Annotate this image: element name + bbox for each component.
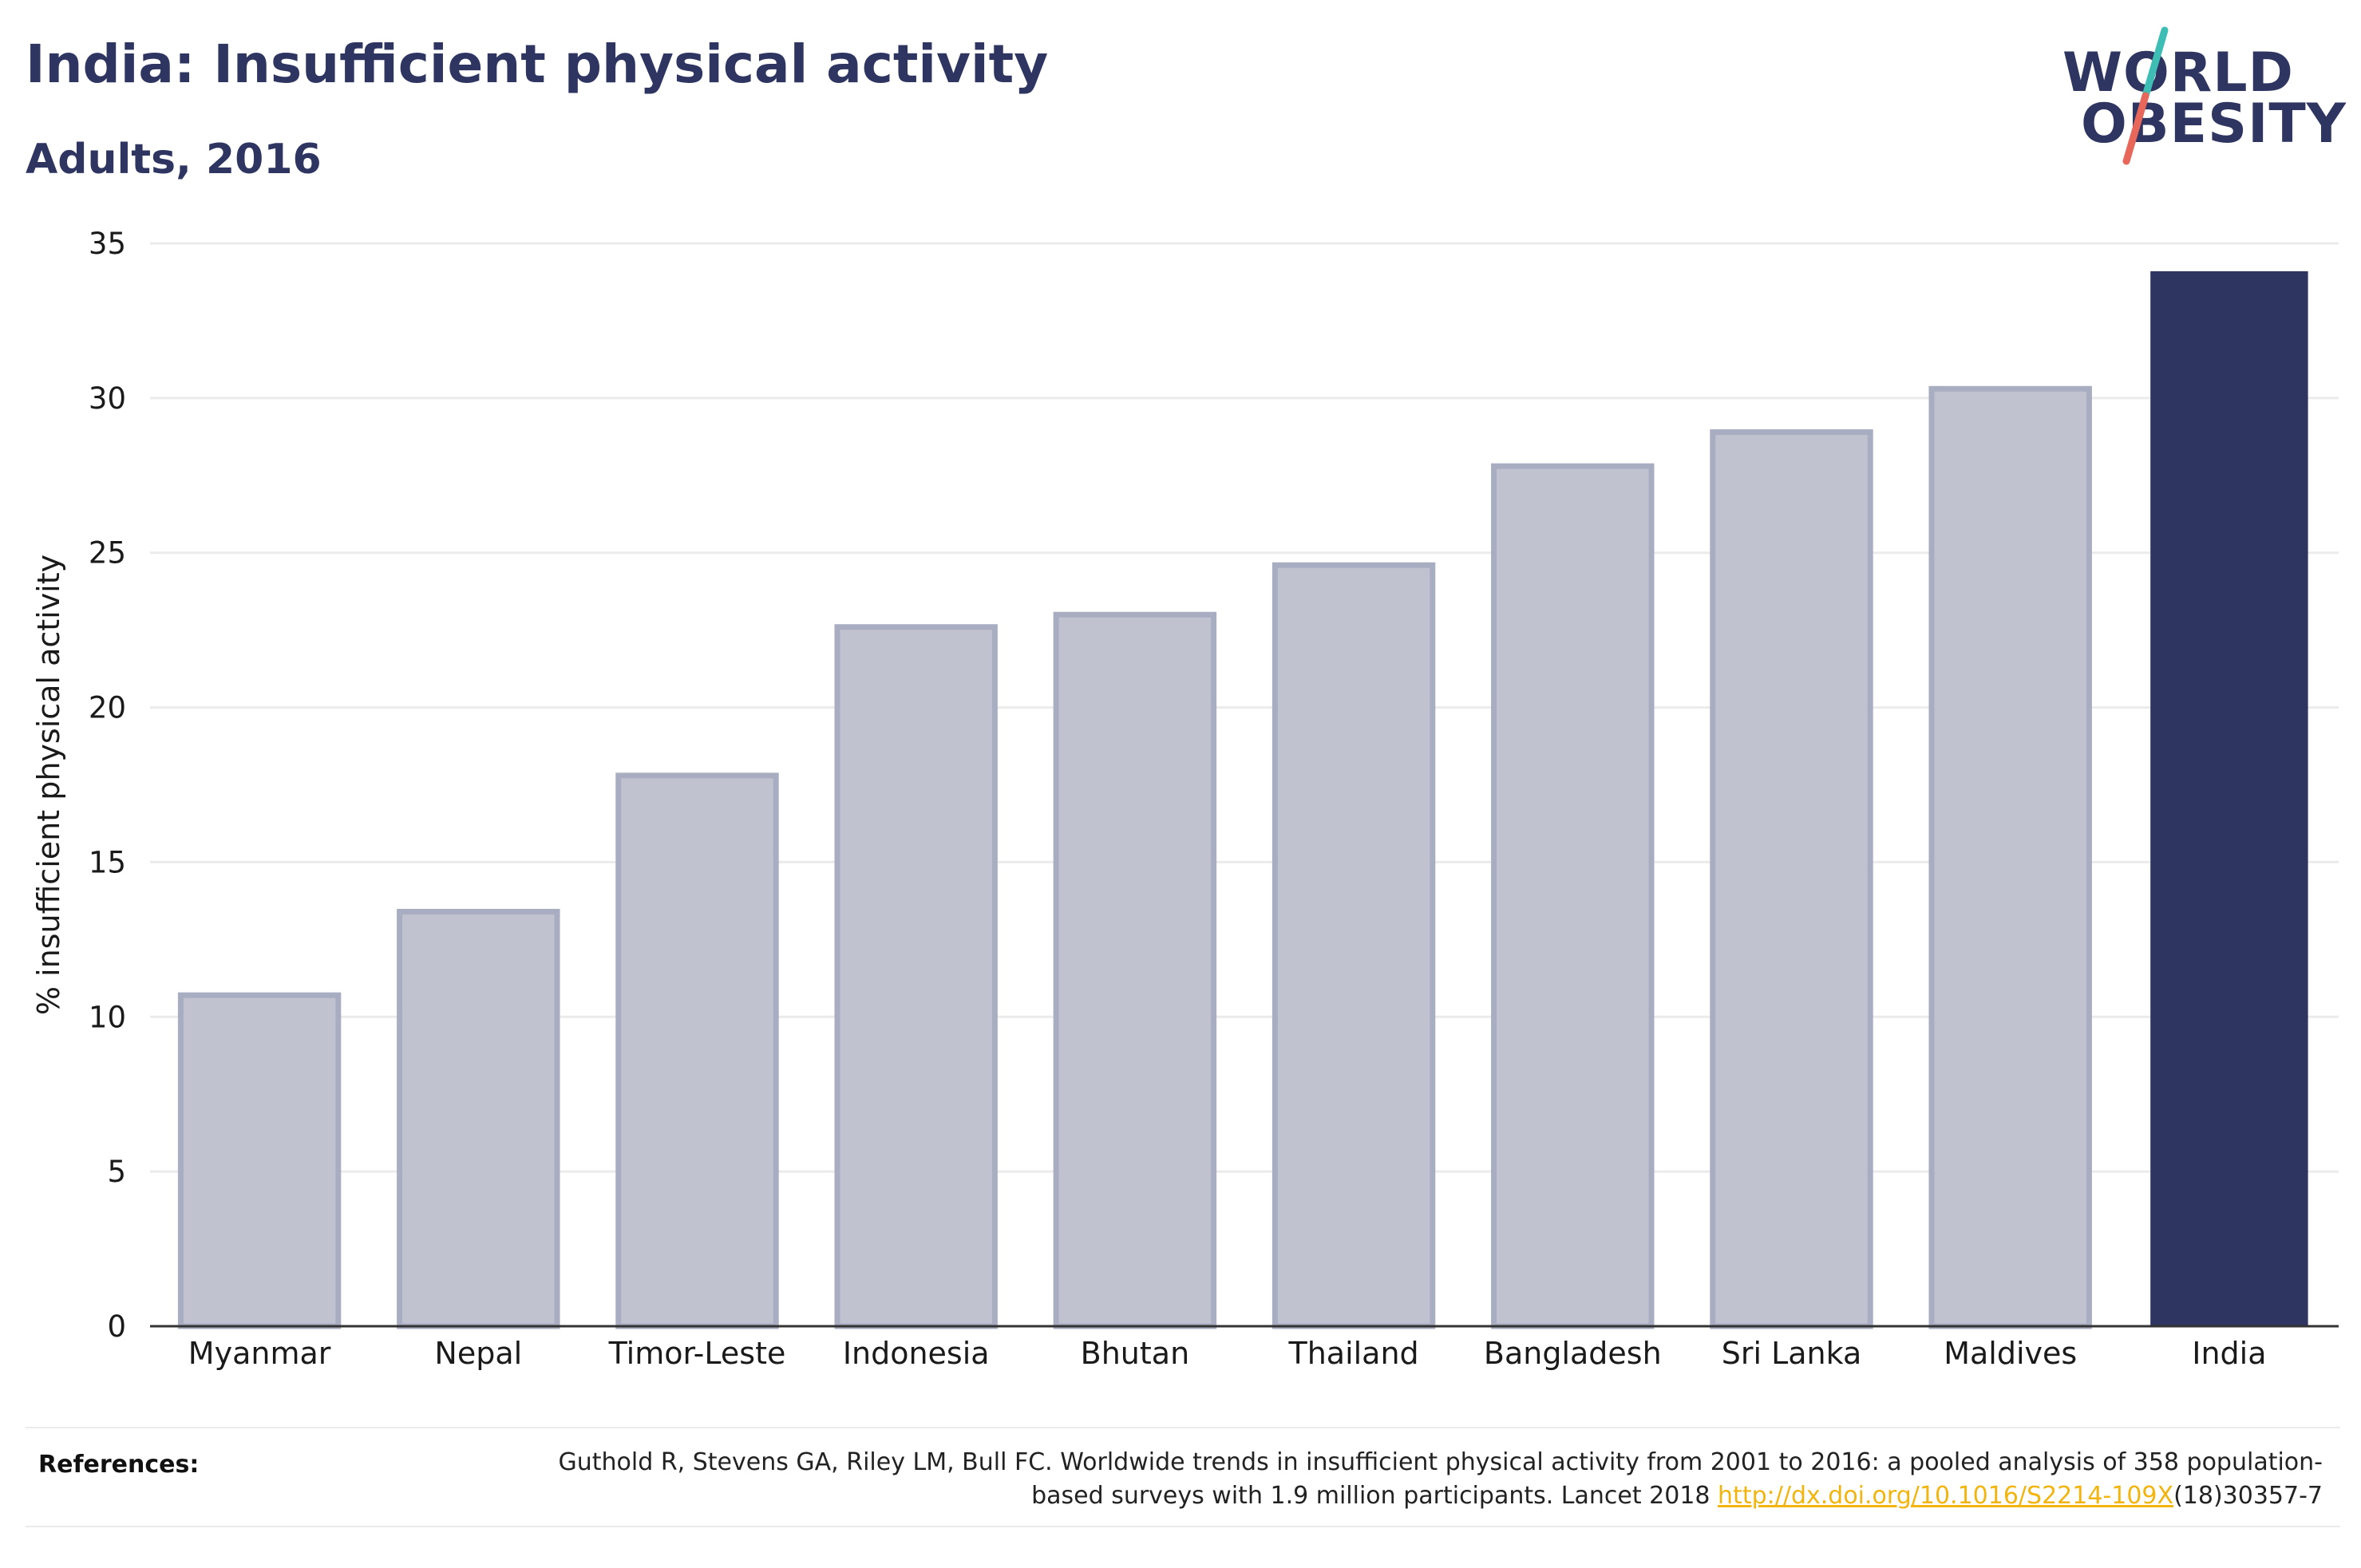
y-tick-label: 0 [107, 1309, 126, 1344]
reference-doi-link[interactable]: http://dx.doi.org/10.1016/S2214-109X [1718, 1482, 2174, 1510]
bar-bangladesh [1491, 463, 1655, 1329]
y-tick-label: 15 [89, 845, 126, 879]
chart-subtitle: Adults, 2016 [26, 136, 322, 184]
references-text: Guthold R, Stevens GA, Riley LM, Bull FC… [487, 1446, 2323, 1513]
logo-slash-icon [2122, 26, 2169, 165]
logo-word-world: WORLD [2062, 41, 2294, 105]
y-tick-label: 20 [89, 691, 126, 725]
bar-chart: 0 5 10 15 20 25 30 35 % insufficient physical ac… [31, 227, 2339, 1371]
logo-word-obesity: OBESITY [2081, 93, 2347, 156]
x-tick-label: Bangladesh [1484, 1336, 1662, 1371]
chart-title: India: Insufficient physical activity [26, 34, 1049, 95]
bar-nepal [397, 908, 560, 1329]
references-label: References: [38, 1451, 200, 1479]
bar-thailand [1271, 562, 1436, 1329]
footer-divider-top [26, 1427, 2340, 1428]
y-tick-label: 30 [89, 381, 126, 416]
y-tick-label: 10 [89, 1000, 126, 1034]
y-tick-label: 5 [107, 1155, 126, 1189]
y-tick-label: 25 [89, 536, 126, 571]
bar-indonesia [834, 624, 998, 1329]
x-tick-label: Myanmar [188, 1336, 331, 1371]
world-obesity-logo: WORLD OBESITY [2062, 24, 2347, 168]
x-tick-label: Thailand [1287, 1336, 1418, 1371]
bar-timor-leste [615, 772, 779, 1329]
x-tick-label: India [2192, 1336, 2266, 1371]
y-tick-label: 35 [89, 227, 126, 261]
bar-india [2150, 271, 2308, 1326]
x-tick-label: Nepal [434, 1336, 522, 1371]
x-tick-label: Indonesia [843, 1336, 990, 1371]
reference-citation-suffix: (18)30357-7 [2173, 1482, 2323, 1510]
bar-maldives [1928, 385, 2092, 1329]
x-tick-label: Sri Lanka [1722, 1336, 1862, 1371]
bar-sri-lanka [1710, 429, 1873, 1329]
reference-citation: Guthold R, Stevens GA, Riley LM, Bull FC… [558, 1448, 2323, 1510]
bar-myanmar [177, 992, 342, 1329]
x-tick-label: Maldives [1944, 1336, 2077, 1371]
x-tick-label: Bhutan [1081, 1336, 1190, 1371]
y-axis-label: % insufficient physical activity [31, 555, 66, 1015]
footer-divider-bottom [26, 1526, 2340, 1527]
x-tick-label: Timor-Leste [608, 1336, 786, 1371]
bar-bhutan [1053, 611, 1217, 1329]
